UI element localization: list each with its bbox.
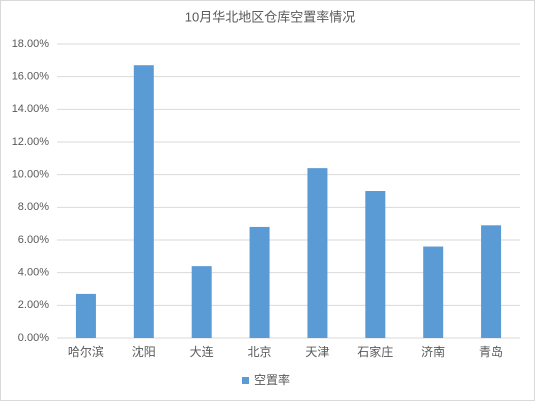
legend-swatch	[242, 377, 249, 384]
bar	[133, 65, 154, 338]
x-tick-label: 青岛	[479, 344, 503, 359]
x-tick-label: 哈尔滨	[68, 344, 104, 359]
y-tick-label: 18.00%	[12, 38, 50, 50]
x-tick-label: 大连	[190, 344, 214, 359]
y-tick-label: 4.00%	[18, 267, 49, 279]
y-tick-label: 16.00%	[12, 71, 50, 83]
bar	[481, 225, 502, 338]
chart-title: 10月华北地区仓库空置率情况	[185, 9, 355, 24]
bar	[191, 266, 212, 338]
bar	[307, 168, 328, 338]
bar	[365, 191, 386, 338]
bar	[249, 226, 270, 338]
y-tick-label: 12.00%	[12, 136, 50, 148]
x-tick-label: 济南	[421, 344, 445, 359]
y-tick-label: 2.00%	[18, 299, 49, 311]
bar	[75, 293, 96, 338]
x-tick-label: 天津	[305, 345, 329, 359]
bar	[423, 246, 444, 338]
x-tick-label: 石家庄	[357, 344, 393, 359]
y-tick-label: 8.00%	[18, 201, 49, 213]
y-tick-label: 14.00%	[12, 103, 50, 115]
y-tick-label: 0.00%	[18, 332, 49, 344]
y-tick-label: 6.00%	[18, 234, 49, 246]
y-tick-label: 10.00%	[12, 169, 50, 181]
x-tick-label: 沈阳	[132, 344, 156, 359]
x-tick-label: 北京	[248, 345, 272, 359]
legend-label: 空置率	[254, 372, 290, 387]
